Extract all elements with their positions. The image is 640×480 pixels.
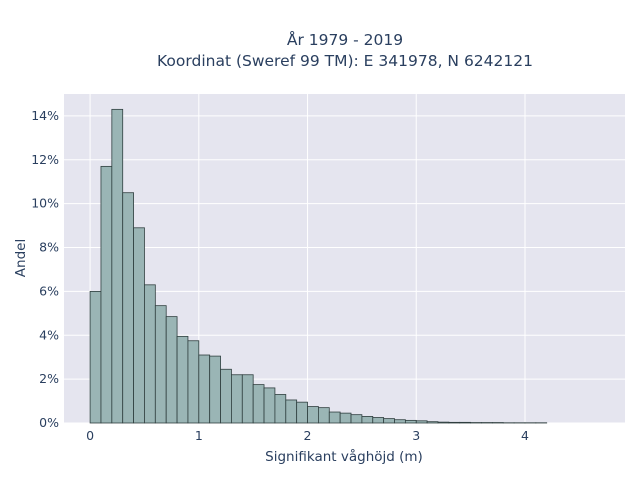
histogram-bar (133, 227, 145, 424)
histogram-bar (89, 290, 102, 424)
y-tick-labels: 0% 2% 4% 6% 8% 10% 12% 14% (31, 108, 59, 430)
histogram-bar (176, 335, 189, 424)
histogram-bar (198, 354, 211, 424)
histogram-bar (394, 419, 406, 424)
histogram-bar (241, 374, 254, 424)
histogram-bar (296, 401, 308, 424)
histogram-bar (361, 416, 374, 424)
histogram-bar (404, 419, 417, 424)
y-tick-label: 12% (31, 152, 59, 167)
histogram-bar (111, 108, 124, 424)
histogram-bar (448, 421, 461, 424)
y-tick-label: 2% (39, 371, 59, 386)
y-tick-label: 0% (39, 415, 59, 430)
histogram-bar (372, 417, 385, 424)
y-tick-label: 10% (31, 196, 59, 211)
histogram-bar (274, 394, 287, 424)
histogram-bar (415, 420, 428, 424)
histogram-bar (220, 368, 232, 424)
y-tick-label: 6% (39, 283, 59, 298)
y-axis-title: Andel (13, 239, 29, 277)
x-tick-label: 4 (521, 428, 529, 443)
histogram-bar (144, 284, 156, 424)
histogram-bars (89, 108, 548, 424)
histogram-bar (154, 305, 167, 424)
x-tick-label: 3 (412, 428, 420, 443)
histogram-bar (187, 340, 200, 424)
histogram-bar (339, 412, 352, 424)
x-tick-labels: 0 1 2 3 4 (86, 428, 529, 443)
histogram-bar (122, 192, 134, 424)
histogram-bar (383, 418, 395, 424)
histogram-bar (437, 421, 450, 424)
histogram-bar (285, 399, 298, 424)
y-tick-label: 8% (39, 240, 59, 255)
histogram-bar (350, 414, 363, 424)
histogram-bar (426, 421, 439, 424)
chart-title-line2: Koordinat (Sweref 99 TM): E 341978, N 62… (157, 52, 533, 70)
histogram-bar (231, 374, 243, 424)
x-tick-label: 1 (195, 428, 203, 443)
chart-title-line1: År 1979 - 2019 (287, 30, 403, 49)
histogram-bar (263, 387, 276, 424)
x-axis-title: Signifikant våghöjd (m) (265, 448, 423, 465)
histogram-bar (165, 316, 178, 424)
histogram-bar (307, 406, 319, 424)
histogram-bar (100, 165, 113, 424)
histogram-bar (209, 355, 221, 424)
y-tick-label: 4% (39, 327, 59, 342)
x-tick-label: 0 (86, 428, 94, 443)
histogram-bar (328, 411, 341, 424)
y-tick-label: 14% (31, 108, 59, 123)
histogram-bar (459, 421, 472, 424)
histogram-bar (252, 384, 265, 424)
x-tick-label: 2 (304, 428, 312, 443)
histogram-bar (318, 407, 330, 424)
